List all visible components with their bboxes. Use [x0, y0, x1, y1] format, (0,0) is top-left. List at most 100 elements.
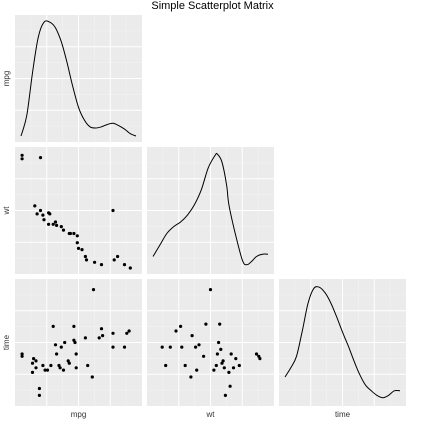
wt-density-curve [152, 152, 269, 266]
wt-vs-mpg-point-29 [116, 254, 120, 259]
time-vs-mpg-point-19 [72, 324, 76, 328]
time-vs-mpg-point-9 [51, 324, 55, 328]
time-vs-wt-point-23 [222, 366, 226, 370]
time-vs-mpg-point-27 [97, 336, 101, 340]
time-vs-wt-point-33 [228, 384, 232, 388]
wt-vs-mpg-point-31 [128, 266, 132, 270]
time-vs-mpg-point-31 [111, 345, 115, 349]
time-vs-wt-point-2 [168, 345, 172, 349]
wt-vs-mpg-point-8 [53, 220, 58, 224]
time-vs-wt-point-15 [212, 368, 216, 372]
time-vs-mpg-point-8 [49, 363, 53, 368]
time-vs-wt-point-10 [195, 368, 199, 372]
x-label-wt: wt [206, 410, 216, 419]
panel-time-vs-mpg [15, 279, 142, 406]
time-vs-mpg-point-28 [99, 327, 104, 331]
wt-vs-mpg-point-23 [83, 254, 87, 259]
time-vs-mpg-point-4 [34, 366, 38, 370]
mpg-density-curve [20, 20, 137, 137]
wt-vs-mpg-point-3 [33, 204, 37, 208]
time-vs-wt-point-27 [234, 357, 238, 361]
wt-vs-mpg-point-14 [59, 225, 63, 229]
time-vs-mpg-point-24 [83, 336, 87, 340]
time-vs-mpg-point-34 [127, 329, 131, 333]
time-vs-mpg-point-23 [74, 352, 78, 356]
wt-vs-mpg-point-18 [72, 231, 76, 236]
panel-wt-vs-mpg [15, 147, 142, 274]
time-vs-wt-point-6 [183, 363, 187, 368]
time-vs-mpg-point-1 [20, 354, 24, 358]
panel-time-vs-wt [147, 279, 274, 406]
chart-title: Simple Scatterplot Matrix [151, 0, 274, 12]
time-vs-mpg-point-33 [125, 331, 129, 335]
wt-vs-mpg-point-5 [38, 208, 43, 213]
time-vs-wt-point-14 [208, 288, 213, 292]
panel-time-density [279, 279, 406, 406]
time-vs-wt-point-9 [194, 345, 198, 349]
y-label-time: time [2, 334, 11, 350]
time-vs-mpg-point-38 [30, 361, 35, 365]
time-vs-mpg-point-36 [30, 370, 35, 374]
time-vs-wt-point-24 [227, 370, 231, 374]
time-vs-mpg-point-10 [53, 343, 58, 347]
time-vs-mpg-point-30 [111, 331, 115, 335]
time-vs-mpg-point-37 [37, 386, 42, 391]
time-vs-wt-point-12 [202, 354, 206, 358]
time-vs-mpg-point-14 [59, 345, 63, 349]
wt-vs-mpg-point-19 [75, 234, 79, 238]
time-vs-wt-point-7 [189, 375, 193, 379]
time-vs-wt-point-18 [217, 340, 221, 345]
time-vs-mpg-point-18 [67, 361, 71, 365]
panels-layer [15, 15, 406, 406]
time-vs-wt-point-31 [258, 357, 262, 361]
wt-vs-mpg-point-10 [48, 212, 52, 216]
time-vs-mpg-point-21 [73, 340, 77, 345]
y-label-wt: wt [2, 206, 11, 216]
time-vs-mpg-point-3 [34, 359, 38, 363]
time-vs-wt-point-5 [180, 345, 184, 349]
wt-vs-mpg-point-26 [99, 263, 104, 267]
wt-vs-mpg-point-30 [122, 263, 127, 267]
wt-vs-mpg-point-2 [38, 156, 43, 160]
time-vs-wt-point-1 [164, 363, 168, 368]
wt-vs-mpg-point-24 [84, 258, 89, 262]
time-vs-wt-point-8 [190, 334, 194, 338]
wt-vs-mpg-point-7 [41, 213, 45, 217]
time-vs-mpg-point-26 [91, 288, 96, 292]
time-vs-mpg-point-0 [20, 352, 24, 356]
x-label-mpg: mpg [71, 410, 87, 419]
wt-vs-mpg-point-6 [35, 212, 39, 216]
wt-vs-mpg-point-25 [93, 260, 97, 264]
time-vs-mpg-point-11 [55, 352, 59, 356]
time-vs-mpg-point-32 [122, 345, 127, 349]
panel-wt-density [147, 147, 274, 274]
wt-vs-mpg-point-9 [42, 218, 46, 222]
time-vs-mpg-point-6 [43, 368, 47, 372]
time-vs-mpg-point-39 [37, 393, 42, 397]
panel-mpg-density [15, 15, 142, 142]
time-vs-wt-point-13 [204, 322, 208, 326]
time-vs-wt-point-26 [231, 366, 236, 370]
time-vs-wt-point-11 [197, 343, 201, 347]
time-vs-mpg-point-2 [31, 357, 36, 361]
wt-vs-mpg-point-20 [75, 241, 79, 245]
time-vs-wt-point-28 [237, 363, 241, 368]
time-vs-wt-point-29 [254, 352, 259, 356]
time-vs-wt-point-22 [221, 359, 225, 363]
time-vs-wt-point-32 [223, 393, 227, 397]
time-vs-wt-point-4 [179, 324, 183, 328]
time-vs-mpg-point-15 [61, 368, 66, 372]
time-vs-mpg-point-16 [63, 340, 67, 345]
wt-vs-mpg-point-17 [68, 231, 72, 236]
time-vs-mpg-point-29 [101, 334, 105, 338]
time-vs-mpg-point-5 [41, 363, 45, 368]
time-vs-wt-point-17 [215, 352, 219, 356]
labels-layer: mpg wt time mpg wt time [2, 71, 351, 419]
wt-vs-mpg-point-15 [61, 228, 66, 232]
wt-vs-mpg-point-11 [51, 222, 55, 226]
time-vs-mpg-point-25 [86, 363, 90, 368]
wt-vs-mpg-point-22 [80, 248, 84, 252]
wt-vs-mpg-point-1 [20, 157, 24, 161]
time-vs-wt-point-20 [219, 347, 223, 351]
